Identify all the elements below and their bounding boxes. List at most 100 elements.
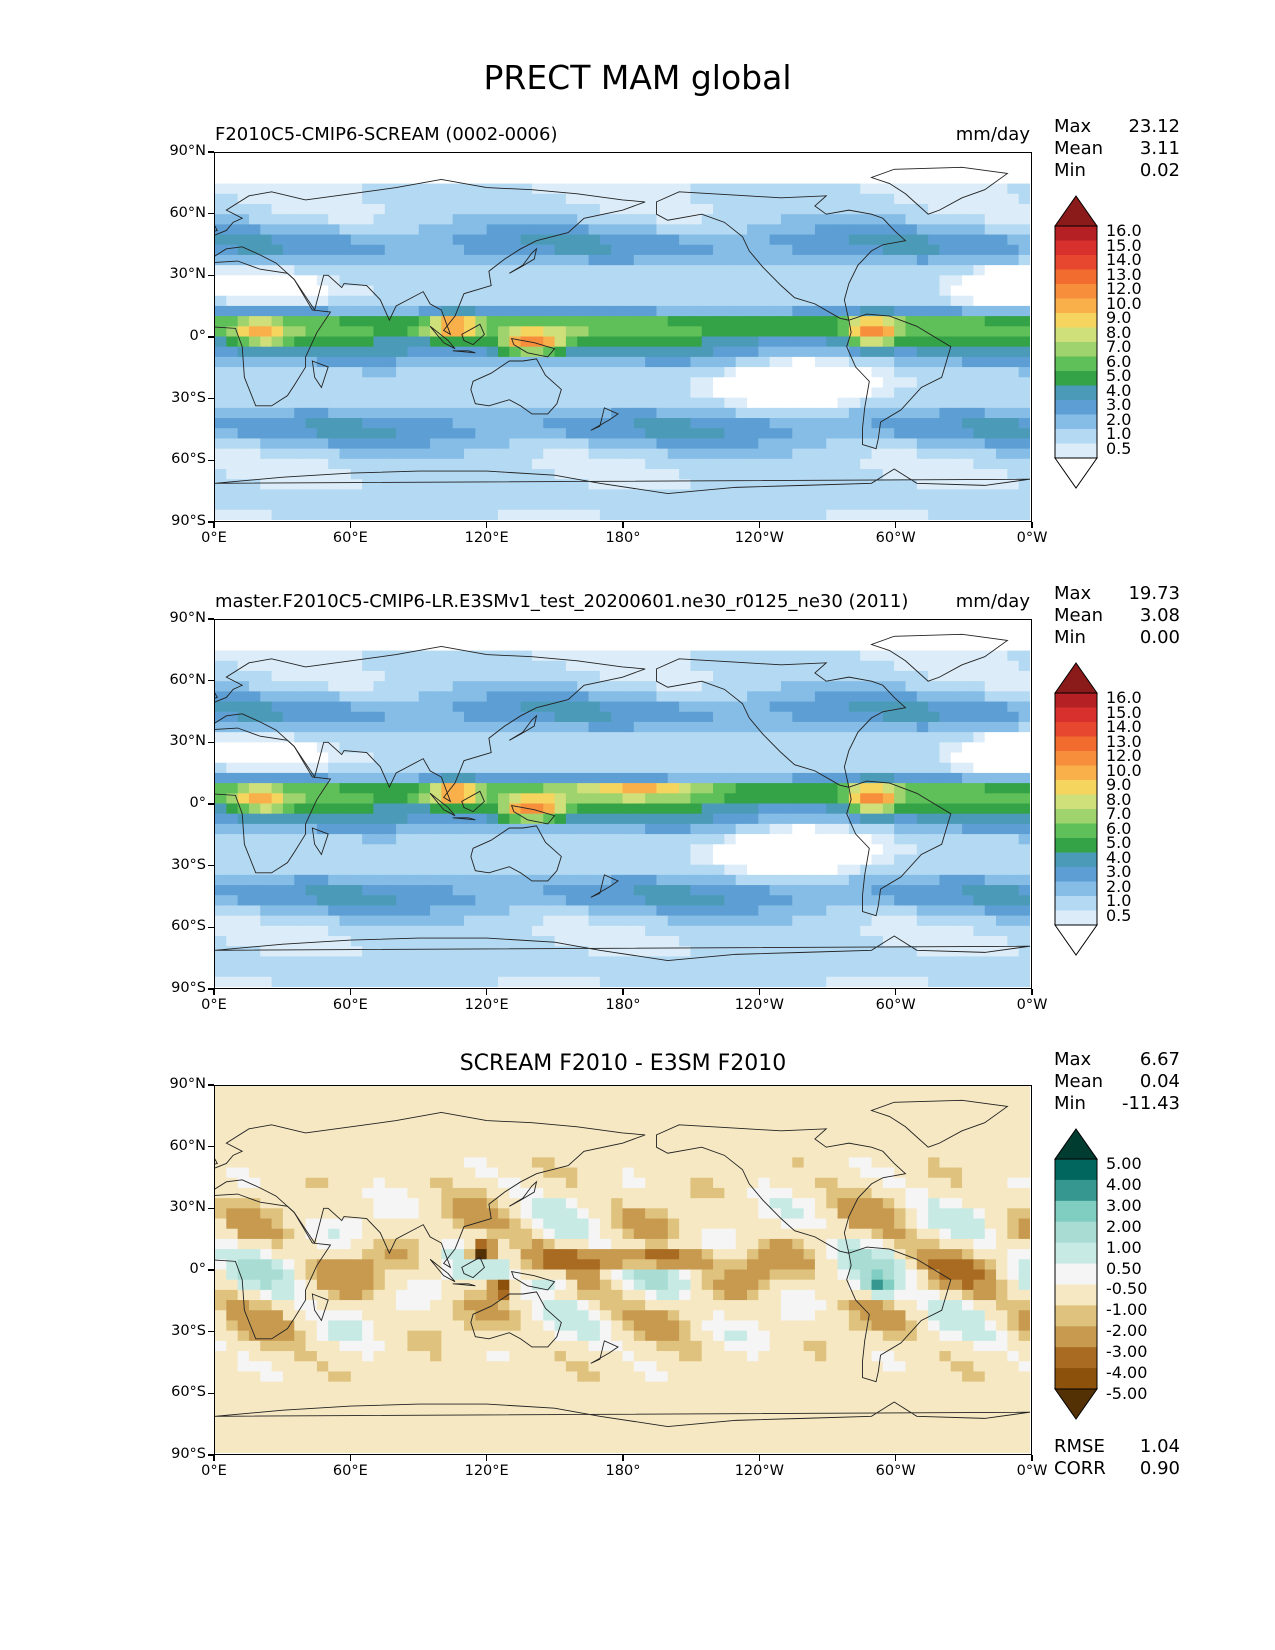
field-cell (384, 489, 397, 501)
field-cell (939, 762, 952, 774)
field-cell (690, 640, 703, 652)
field-cell (894, 407, 907, 419)
field-cell (848, 254, 861, 266)
field-cell (916, 224, 929, 236)
field-cell (667, 783, 680, 794)
field-cell (396, 407, 409, 419)
field-cell (328, 640, 341, 652)
field-cell (690, 387, 703, 399)
field-cell (860, 418, 873, 429)
field-cell (396, 834, 409, 845)
field-cell (713, 915, 725, 927)
field-cell (690, 670, 703, 682)
field-cell (826, 428, 839, 440)
field-cell (679, 925, 692, 937)
field-cell (396, 418, 409, 429)
field-cell (350, 438, 363, 450)
field-cell (690, 448, 703, 460)
field-cell (486, 153, 499, 164)
field-cell (588, 407, 601, 419)
y-tickmark (208, 151, 214, 153)
field-cell (973, 640, 986, 652)
field-cell (996, 479, 1008, 491)
field-cell (826, 670, 839, 682)
field-cell (758, 224, 771, 236)
field-cell (418, 295, 431, 307)
field-cell (226, 946, 239, 958)
field-cell (645, 834, 658, 845)
field-cell (339, 650, 352, 662)
field-cell (724, 813, 737, 825)
field-cell (407, 681, 420, 692)
field-cell (996, 499, 1008, 511)
field-cell (565, 732, 578, 743)
field-cell (362, 681, 375, 692)
field-cell (747, 874, 759, 886)
field-cell (837, 295, 850, 307)
field-cell (848, 316, 861, 327)
field-cell (407, 428, 420, 440)
field-cell (226, 346, 239, 358)
field-cell (860, 793, 873, 805)
field-cell (814, 660, 827, 672)
field-cell (520, 915, 533, 927)
field-cell (622, 203, 635, 215)
field-cell (871, 660, 884, 672)
field-cell (237, 620, 250, 631)
field-cell (531, 670, 544, 682)
field-cell (747, 316, 759, 327)
field-cell (362, 214, 375, 225)
field-cell (554, 428, 567, 440)
field-cell (713, 895, 725, 907)
field-cell (294, 844, 307, 856)
field-cell (316, 153, 329, 164)
field-cell (645, 905, 658, 917)
field-cell (916, 499, 929, 511)
field-cell (758, 428, 771, 440)
field-cell (690, 630, 703, 641)
field-cell (565, 265, 578, 276)
field-cell (769, 173, 782, 185)
field-cell (882, 173, 895, 185)
field-cell (882, 813, 895, 825)
field-cell (407, 275, 420, 287)
field-cell (531, 203, 544, 215)
field-cell (679, 854, 692, 866)
field-cell (667, 183, 680, 195)
field-cell (894, 803, 907, 815)
field-cell (837, 895, 850, 907)
field-cell (215, 163, 227, 174)
field-cell (1018, 844, 1030, 856)
field-cell (837, 783, 850, 794)
field-cell (667, 458, 680, 470)
field-cell (509, 499, 522, 511)
field-cell (384, 803, 397, 815)
field-cell (339, 630, 352, 641)
colorbar-tick-label: 15.0 (1106, 235, 1142, 255)
field-cell (984, 499, 997, 511)
field-cell (599, 203, 612, 215)
field-cell (509, 925, 522, 937)
field-cell (226, 387, 239, 399)
field-cell (226, 418, 239, 429)
field-cell (803, 732, 816, 743)
field-cell (543, 163, 556, 174)
field-cell (792, 650, 805, 662)
field-cell (747, 925, 759, 937)
field-cell (984, 265, 997, 276)
field-cell (531, 387, 544, 399)
field-cell (905, 214, 918, 225)
field-cell (373, 234, 386, 246)
field-cell (599, 336, 612, 348)
field-cell (928, 874, 941, 886)
field-cell (848, 458, 861, 470)
field-cell (633, 469, 646, 480)
field-cell (792, 489, 805, 501)
field-cell (939, 438, 952, 450)
field-cell (860, 275, 873, 287)
field-cell (554, 793, 567, 805)
field-cell (373, 316, 386, 327)
field-cell (396, 458, 409, 470)
field-cell (679, 316, 692, 327)
field-cell (758, 438, 771, 450)
